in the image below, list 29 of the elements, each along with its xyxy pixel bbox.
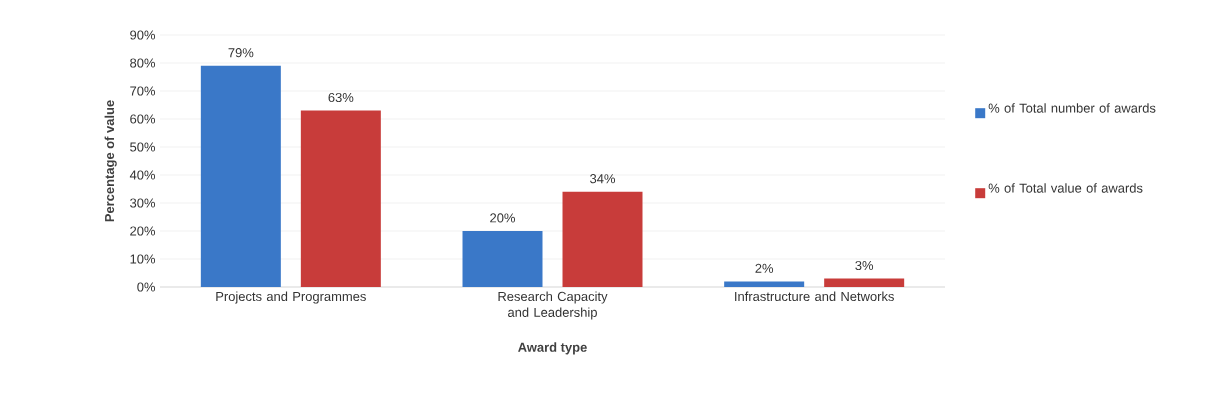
x-tick-label: Infrastructure and Networks bbox=[735, 291, 894, 302]
legend-label: % of Total value of awards bbox=[988, 183, 1143, 193]
y-tick-label: 10% bbox=[130, 254, 156, 264]
y-tick-label: 30% bbox=[130, 198, 156, 208]
bar bbox=[462, 231, 543, 287]
x-tick-label: Research Capacity and Leadership bbox=[498, 291, 608, 320]
y-tick-label: 0% bbox=[137, 282, 156, 292]
bar bbox=[562, 191, 643, 287]
x-axis-title: Award type bbox=[518, 342, 587, 355]
y-tick-label: 80% bbox=[130, 58, 156, 68]
y-tick-label: 90% bbox=[130, 30, 156, 40]
y-axis-title: Percentage of value bbox=[104, 100, 117, 222]
bar bbox=[300, 110, 381, 287]
data-label: 3% bbox=[855, 260, 874, 271]
x-tick-label: Projects and Programmes bbox=[216, 291, 366, 304]
data-label: 34% bbox=[590, 174, 616, 184]
y-tick-label: 40% bbox=[129, 170, 156, 180]
bar bbox=[724, 281, 805, 287]
y-tick-label: 70% bbox=[130, 86, 156, 96]
bar bbox=[200, 65, 281, 287]
data-label: 79% bbox=[228, 48, 254, 58]
bar bbox=[824, 278, 905, 287]
legend-label: % of Total number of awards bbox=[988, 103, 1156, 113]
data-label: 2% bbox=[755, 263, 774, 273]
y-tick-label: 60% bbox=[130, 114, 156, 124]
y-tick-label: 50% bbox=[130, 142, 156, 152]
data-label: 63% bbox=[328, 92, 354, 103]
data-label: 20% bbox=[490, 213, 516, 223]
y-tick-label: 20% bbox=[130, 226, 156, 236]
